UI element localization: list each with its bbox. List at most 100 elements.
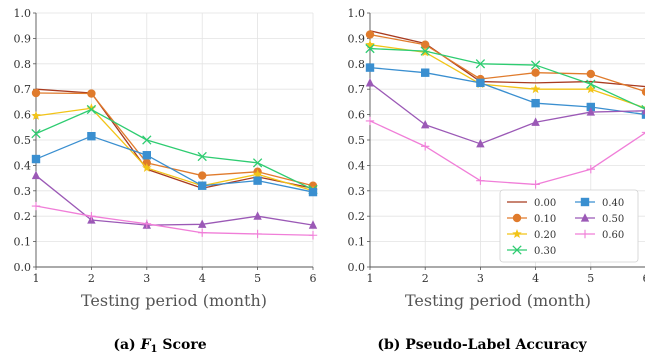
series-line-0.30 [369, 47, 645, 110]
data-point-0.50 [308, 220, 318, 229]
y-tick-label: 0.9 [348, 32, 366, 45]
series-line-0.50 [369, 82, 645, 145]
y-tick-label: 0.8 [14, 58, 32, 71]
data-point-0.50 [31, 170, 41, 180]
data-point-0.60 [142, 219, 151, 229]
legend-marker [580, 197, 590, 207]
chart-caption: (b) Pseudo-Label Accuracy [377, 337, 587, 353]
y-tick-label: 0.1 [14, 236, 32, 249]
x-tick-label: 3 [477, 272, 484, 285]
legend-marker [512, 229, 522, 239]
data-point-0.40 [531, 98, 540, 108]
series-line-0.10 [369, 33, 645, 93]
y-tick-label: 0.0 [14, 261, 32, 274]
x-tick-label: 1 [33, 272, 40, 285]
chart-caption: (a) F1 Score [113, 337, 206, 353]
data-point-0.40 [641, 110, 645, 119]
data-point-0.40 [253, 176, 262, 185]
series-line-0.00 [35, 88, 314, 189]
y-tick-label: 0.7 [14, 83, 32, 96]
data-point-0.60 [476, 176, 485, 185]
legend-marker [580, 213, 590, 222]
data-point-0.50 [476, 139, 485, 148]
data-point-0.30 [197, 151, 207, 162]
data-point-0.30 [586, 79, 596, 89]
data-point-0.30 [365, 43, 375, 54]
legend-label: 0.10 [534, 214, 556, 225]
data-point-0.50 [641, 107, 645, 115]
legend-item-0.10: 0.10 [507, 213, 556, 225]
data-point-0.60 [365, 116, 375, 126]
x-tick-label: 5 [587, 272, 594, 285]
data-point-0.40 [365, 63, 375, 72]
data-point-0.50 [531, 117, 540, 126]
data-point-0.50 [421, 119, 430, 129]
y-tick-label: 0.5 [14, 134, 32, 147]
data-point-0.30 [475, 59, 486, 69]
data-point-0.60 [308, 231, 318, 240]
y-tick-label: 0.0 [348, 261, 366, 274]
data-point-0.20 [586, 84, 596, 94]
data-point-0.40 [421, 68, 430, 77]
data-point-0.60 [421, 142, 430, 151]
data-point-0.40 [87, 131, 96, 141]
y-tick-label: 0.3 [348, 185, 366, 198]
y-tick-label: 0.4 [348, 159, 366, 172]
data-point-0.10 [641, 87, 645, 96]
series-line-0.60 [369, 120, 645, 186]
legend-marker [512, 213, 522, 223]
legend-label: 0.20 [534, 230, 556, 241]
data-point-0.10 [198, 171, 207, 180]
legend-label: 0.00 [534, 198, 556, 209]
legend-label: 0.30 [534, 246, 556, 257]
y-tick-label: 0.8 [348, 58, 366, 71]
x-tick-label: 2 [88, 272, 95, 285]
data-point-0.40 [308, 187, 318, 197]
x-tick-label: 3 [143, 272, 150, 285]
data-point-0.60 [87, 212, 96, 221]
y-tick-label: 1.0 [14, 7, 32, 20]
data-point-0.30 [252, 158, 263, 168]
x-tick-label: 5 [254, 272, 261, 285]
x-tick-label: 4 [532, 272, 539, 285]
data-point-0.20 [31, 110, 41, 120]
y-tick-label: 0.1 [348, 236, 366, 249]
data-point-0.40 [142, 151, 151, 160]
legend-item-0.40: 0.40 [575, 197, 624, 209]
series-line-0.10 [35, 92, 314, 187]
data-point-0.40 [586, 102, 595, 112]
legend-label: 0.50 [602, 214, 624, 225]
data-point-0.50 [586, 107, 595, 116]
data-point-0.30 [31, 128, 41, 139]
data-point-0.10 [586, 69, 595, 79]
legend-box [499, 189, 639, 263]
y-tick-label: 0.2 [14, 210, 32, 223]
legend-marker [580, 229, 590, 239]
data-point-0.10 [365, 30, 375, 39]
series-line-0.50 [35, 175, 314, 226]
data-point-0.20 [530, 84, 541, 94]
data-point-0.30 [86, 104, 97, 115]
data-point-0.60 [253, 229, 262, 239]
y-tick-label: 0.9 [14, 32, 32, 45]
data-point-0.20 [86, 103, 97, 113]
y-tick-label: 0.4 [14, 159, 32, 172]
y-tick-label: 1.0 [348, 7, 366, 20]
legend-item-0.50: 0.50 [575, 213, 624, 225]
x-tick-label: 6 [310, 272, 317, 285]
legend-item-0.20: 0.20 [507, 229, 556, 241]
data-point-0.60 [586, 165, 595, 174]
data-point-0.30 [530, 60, 541, 70]
data-point-0.40 [476, 78, 485, 88]
y-tick-label: 0.2 [348, 210, 366, 223]
data-point-0.60 [198, 228, 207, 237]
data-point-0.10 [421, 40, 430, 49]
data-point-0.10 [531, 68, 540, 77]
data-point-0.30 [420, 46, 430, 56]
legend-marker [512, 245, 522, 255]
y-tick-label: 0.6 [14, 109, 32, 122]
data-point-0.20 [252, 169, 263, 179]
y-tick-label: 0.5 [348, 134, 366, 147]
data-point-0.30 [142, 135, 152, 145]
